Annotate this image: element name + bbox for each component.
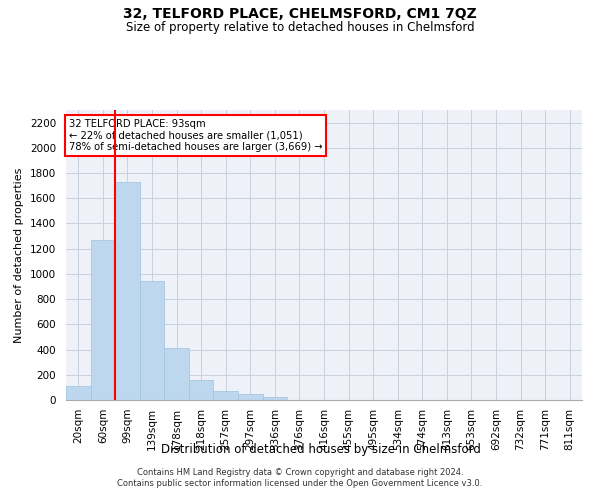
Text: 32, TELFORD PLACE, CHELMSFORD, CM1 7QZ: 32, TELFORD PLACE, CHELMSFORD, CM1 7QZ [123,8,477,22]
Bar [263,397,287,400]
Bar [140,282,164,400]
Bar [66,386,91,400]
Text: 32 TELFORD PLACE: 93sqm
← 22% of detached houses are smaller (1,051)
78% of semi: 32 TELFORD PLACE: 93sqm ← 22% of detache… [68,118,322,152]
Bar [91,240,115,400]
Text: Distribution of detached houses by size in Chelmsford: Distribution of detached houses by size … [161,442,481,456]
Bar [189,380,214,400]
Bar [115,182,140,400]
Bar [238,394,263,400]
Text: Size of property relative to detached houses in Chelmsford: Size of property relative to detached ho… [125,21,475,34]
Y-axis label: Number of detached properties: Number of detached properties [14,168,25,342]
Text: Contains HM Land Registry data © Crown copyright and database right 2024.
Contai: Contains HM Land Registry data © Crown c… [118,468,482,487]
Bar [164,348,189,400]
Bar [214,390,238,400]
